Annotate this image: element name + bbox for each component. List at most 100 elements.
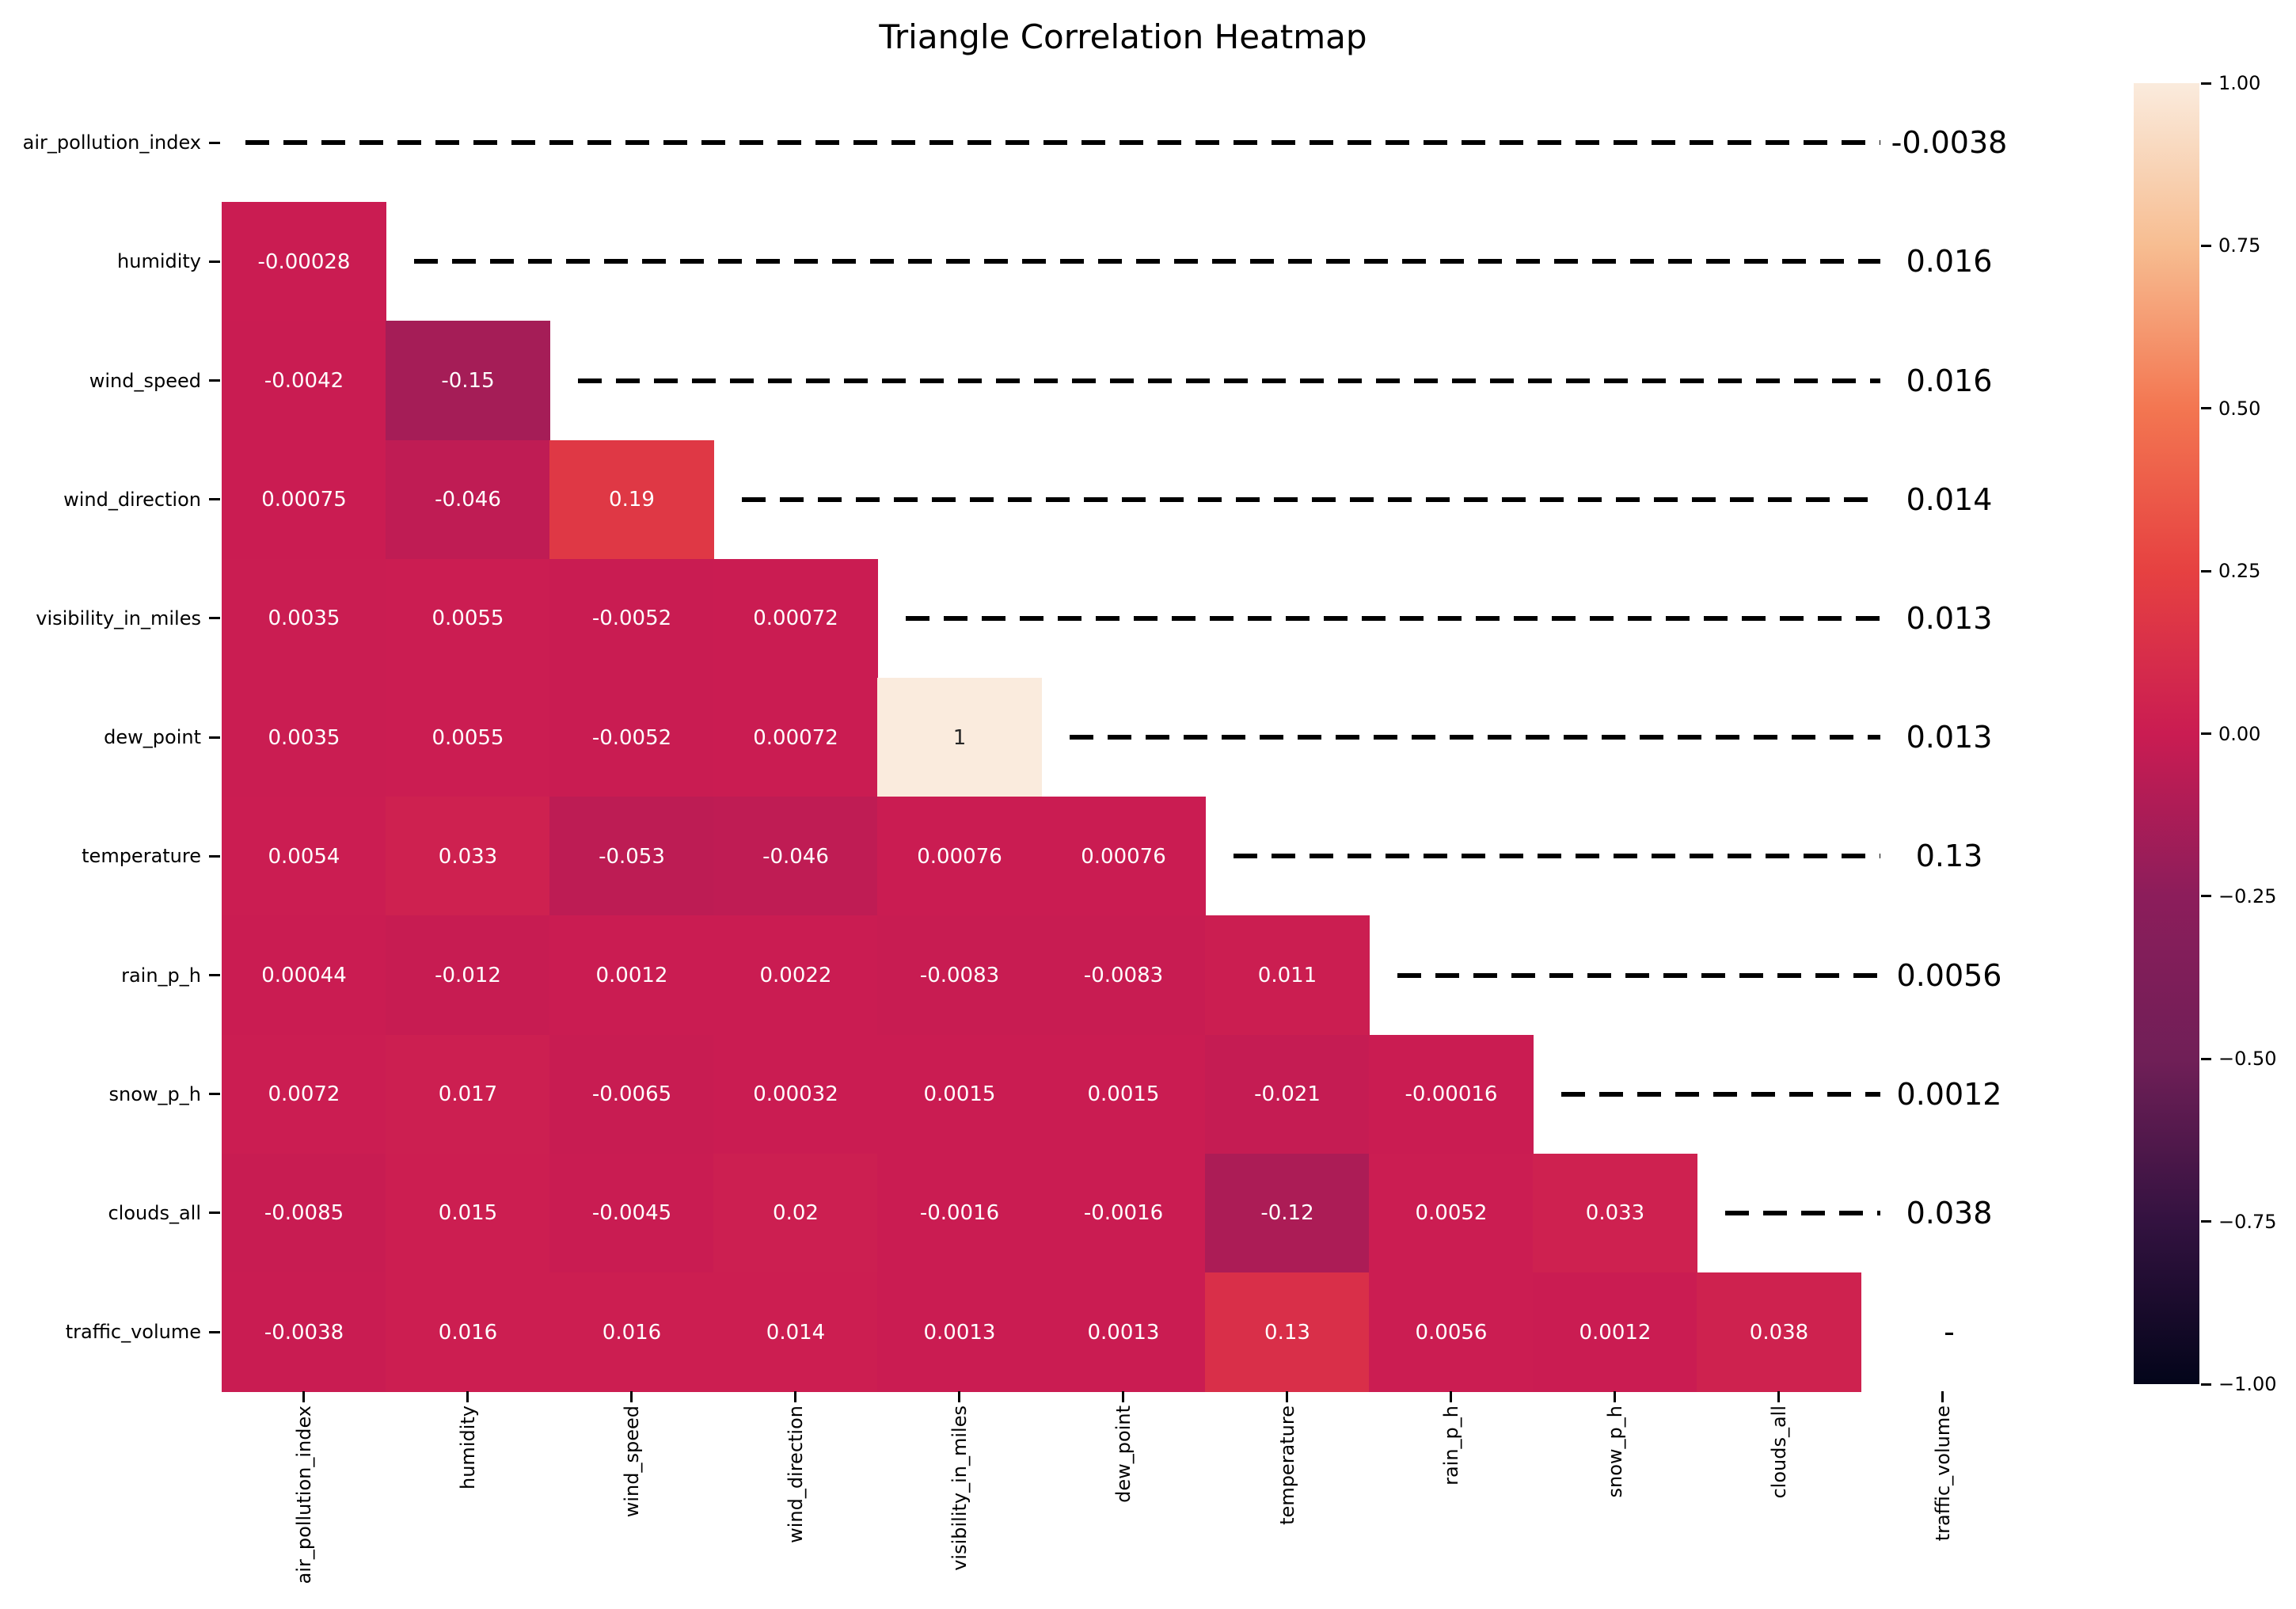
x-tick [1777, 1391, 1780, 1403]
y-tick-label: traffic_volume [65, 1321, 201, 1344]
heatmap-cell: -0.12 [1205, 1153, 1370, 1273]
heatmap-cell: 0.016 [386, 1272, 550, 1393]
heatmap-cell: 0.038 [1697, 1272, 1861, 1393]
colorbar-tick-label: 0.75 [2218, 234, 2261, 257]
y-tick [209, 1330, 220, 1333]
heatmap-cell: 0.0013 [1041, 1272, 1206, 1393]
heatmap-cell: 0.0055 [386, 558, 550, 679]
heatmap-cell: -0.0052 [549, 558, 714, 679]
x-tick-label: wind_speed [620, 1405, 643, 1518]
colorbar-tick [2201, 1383, 2211, 1386]
heatmap-cell: -0.0045 [549, 1153, 714, 1273]
x-tick [630, 1391, 633, 1403]
colorbar-tick [2201, 732, 2211, 735]
heatmap-cell: -0.0083 [877, 915, 1042, 1036]
y-tick-label: temperature [82, 845, 201, 868]
heatmap-cell: -0.0038 [222, 1272, 386, 1393]
heatmap-cell: 0.00075 [222, 439, 386, 560]
leader-dashed-line [245, 140, 1880, 146]
y-tick [209, 617, 220, 620]
heatmap-cell: 0.00076 [1041, 797, 1206, 917]
leader-dashed-line [1561, 1091, 1880, 1097]
heatmap-cell: 0.0035 [222, 678, 386, 798]
row-annotation: 0.013 [1906, 720, 1993, 755]
heatmap-cell: 0.0072 [222, 1034, 386, 1154]
leader-dashed-line [742, 496, 1880, 502]
y-tick-label: humidity [117, 250, 201, 273]
colorbar-tick [2201, 1057, 2211, 1060]
heatmap-cell: -0.0052 [549, 678, 714, 798]
x-tick-label: traffic_volume [1931, 1405, 1954, 1542]
heatmap-cell: 0.00072 [713, 678, 878, 798]
chart-title: Triangle Correlation Heatmap [879, 17, 1367, 56]
leader-dashed-line [578, 378, 1880, 383]
heatmap-cell: 0.0052 [1369, 1153, 1534, 1273]
heatmap-cell: -0.15 [386, 321, 550, 441]
row-annotation: 0.016 [1906, 363, 1993, 398]
x-tick-label: rain_p_h [1439, 1405, 1462, 1486]
heatmap-cell: 0.016 [549, 1272, 714, 1393]
y-tick [209, 974, 220, 976]
colorbar-tick-label: 0.50 [2218, 397, 2261, 420]
x-tick [466, 1391, 469, 1403]
row-annotation: 0.13 [1915, 839, 1983, 874]
x-tick [1122, 1391, 1124, 1403]
heatmap-cell: 1 [877, 678, 1042, 798]
heatmap-cell: -0.0016 [877, 1153, 1042, 1273]
y-tick-label: visibility_in_miles [36, 607, 201, 630]
leader-dashed-line [1070, 735, 1880, 740]
heatmap-cell: 0.00076 [877, 797, 1042, 917]
heatmap-cell: 0.0012 [1533, 1272, 1697, 1393]
colorbar-tick-label: −0.75 [2218, 1210, 2277, 1233]
heatmap-cell: -0.0083 [1041, 915, 1206, 1036]
heatmap-cell: 0.015 [386, 1153, 550, 1273]
y-tick [209, 141, 220, 144]
heatmap-cell: 0.19 [549, 439, 714, 560]
x-tick-label: wind_direction [784, 1405, 807, 1544]
heatmap-cell: 0.011 [1205, 915, 1370, 1036]
row-annotation: 0.016 [1906, 244, 1993, 280]
x-tick-label: snow_p_h [1603, 1405, 1626, 1498]
x-tick-label: humidity [456, 1405, 479, 1490]
leader-dashed-line [1234, 854, 1880, 859]
row-annotation: 0.038 [1906, 1195, 1993, 1231]
colorbar-gradient [2134, 83, 2199, 1384]
y-tick-label: rain_p_h [121, 964, 201, 987]
heatmap-cell: 0.0055 [386, 678, 550, 798]
colorbar-tick [2201, 407, 2211, 410]
y-tick-label: wind_direction [63, 488, 201, 511]
heatmap-cell: 0.00072 [713, 558, 878, 679]
y-tick-label: air_pollution_index [22, 131, 201, 154]
heatmap-cell: 0.00044 [222, 915, 386, 1036]
colorbar-tick-label: 0.25 [2218, 560, 2261, 583]
heatmap-cell: -0.00016 [1369, 1034, 1534, 1154]
heatmap-cell: 0.0056 [1369, 1272, 1534, 1393]
leader-dashed-line [1397, 972, 1880, 978]
heatmap-cell: 0.0054 [222, 797, 386, 917]
heatmap-cell: 0.0015 [1041, 1034, 1206, 1154]
heatmap-cell: -0.0016 [1041, 1153, 1206, 1273]
colorbar-tick-label: −1.00 [2218, 1373, 2277, 1395]
heatmap-cell: 0.033 [386, 797, 550, 917]
colorbar-tick-label: −0.25 [2218, 884, 2277, 907]
colorbar-tick-label: −0.50 [2218, 1048, 2277, 1071]
y-tick-label: snow_p_h [108, 1082, 201, 1105]
heatmap-cell: 0.0012 [549, 915, 714, 1036]
colorbar-tick [2201, 244, 2211, 247]
y-tick-label: dew_point [104, 726, 201, 749]
y-tick [209, 498, 220, 501]
heatmap-cell: 0.13 [1205, 1272, 1370, 1393]
row-annotation: - [1944, 1314, 1955, 1350]
heatmap-cell: 0.014 [713, 1272, 878, 1393]
heatmap-cell: 0.0022 [713, 915, 878, 1036]
y-tick [209, 260, 220, 263]
row-annotation: 0.0056 [1896, 957, 2002, 993]
y-tick [209, 379, 220, 382]
colorbar-tick [2201, 569, 2211, 572]
y-tick [209, 736, 220, 739]
row-annotation: 0.014 [1906, 481, 1993, 517]
colorbar-tick [2201, 1220, 2211, 1223]
x-tick-label: visibility_in_miles [948, 1405, 971, 1571]
x-tick [1450, 1391, 1452, 1403]
